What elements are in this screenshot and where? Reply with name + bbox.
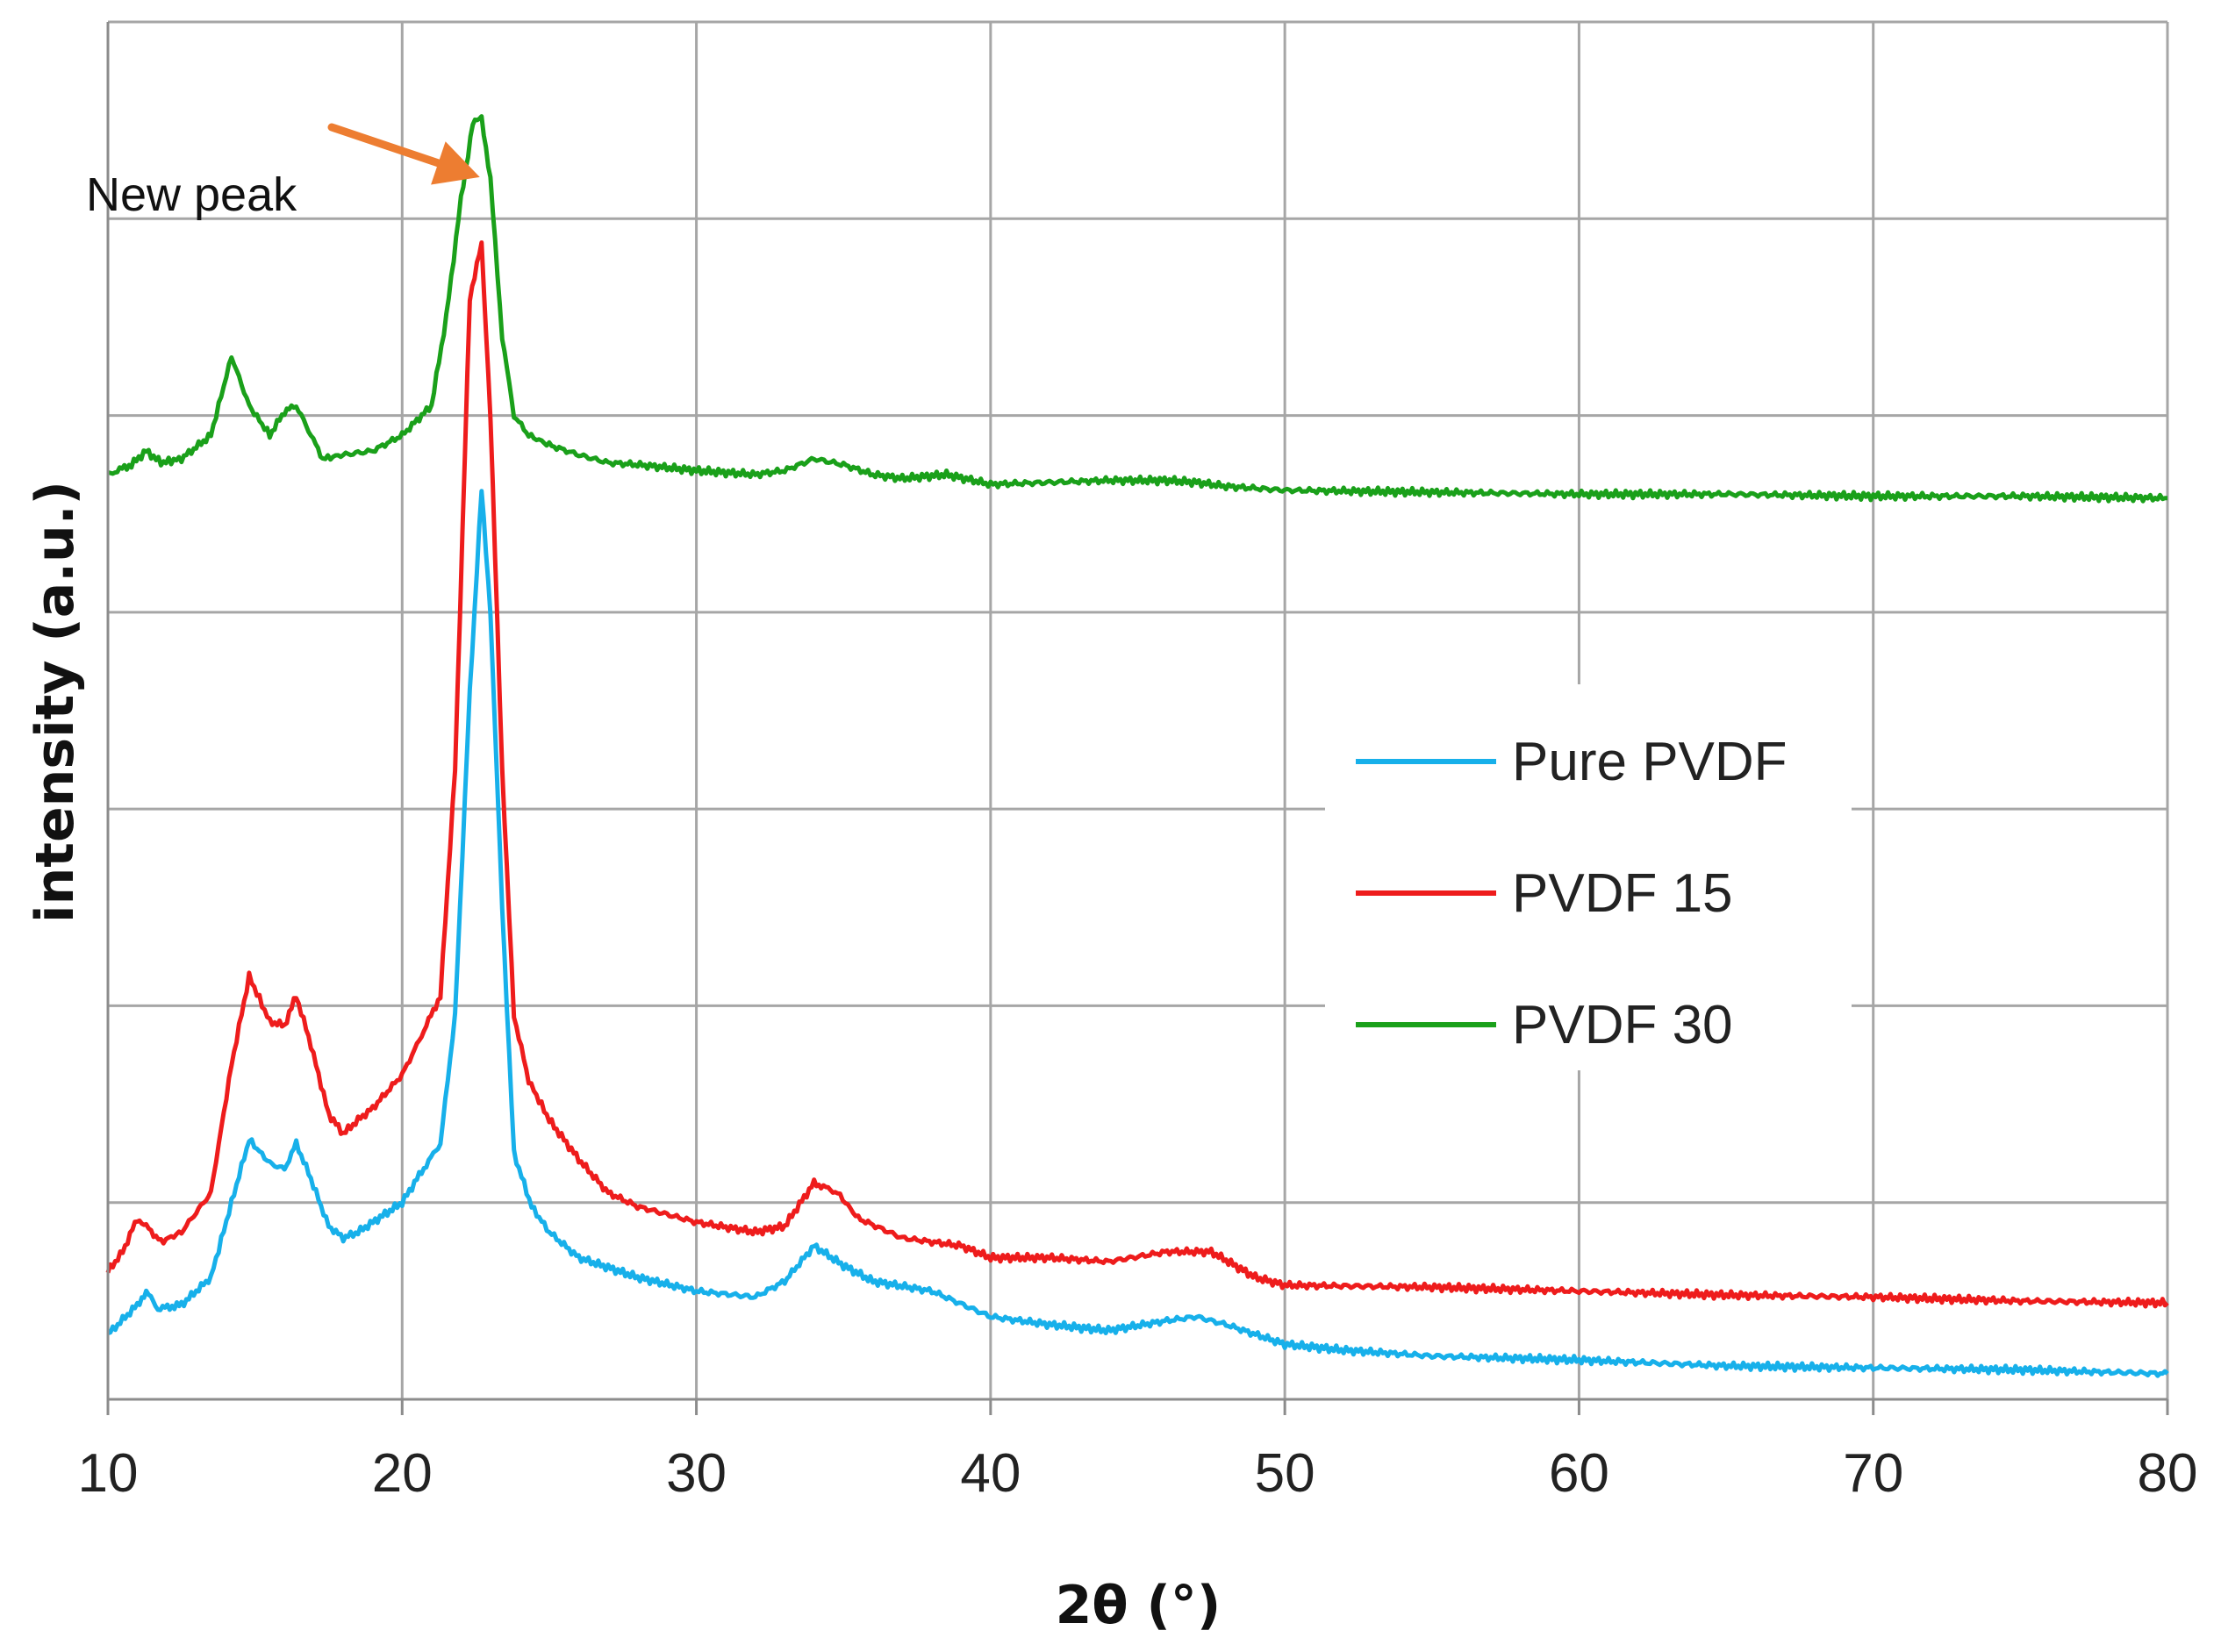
legend-label: PVDF 15 [1512,863,1733,924]
y-axis-title: intensity (a.u.) [25,481,86,923]
legend-box [1325,684,1852,1070]
annotation: New peak [86,123,480,221]
annotation-arrow-head [431,141,480,185]
series-line-pvdf-15 [105,240,2169,1309]
x-tick-labels: 10 20 30 40 50 60 70 80 [78,1443,2198,1504]
x-axis-title: 2θ (°) [1056,1575,1222,1636]
x-tick-label: 60 [1549,1443,1609,1504]
x-tick-label: 30 [666,1443,727,1504]
x-tick-label: 20 [372,1443,433,1504]
x-tick-label: 70 [1843,1443,1903,1504]
x-tick-label: 80 [2138,1443,2198,1504]
annotation-label: New peak [86,168,297,221]
axes [106,22,2169,1415]
legend-label: PVDF 30 [1512,995,1733,1055]
annotation-arrow [327,123,442,168]
legend-label: Pure PVDF [1512,732,1788,792]
x-tick-label: 50 [1255,1443,1315,1504]
series-line-pure-pvdf [107,489,2169,1378]
x-tick-label: 10 [78,1443,139,1504]
legend: Pure PVDF PVDF 15 PVDF 30 [1325,684,1852,1070]
series-group [105,114,2169,1378]
series-line-pvdf-30 [107,114,2167,504]
x-tick-label: 40 [960,1443,1021,1504]
